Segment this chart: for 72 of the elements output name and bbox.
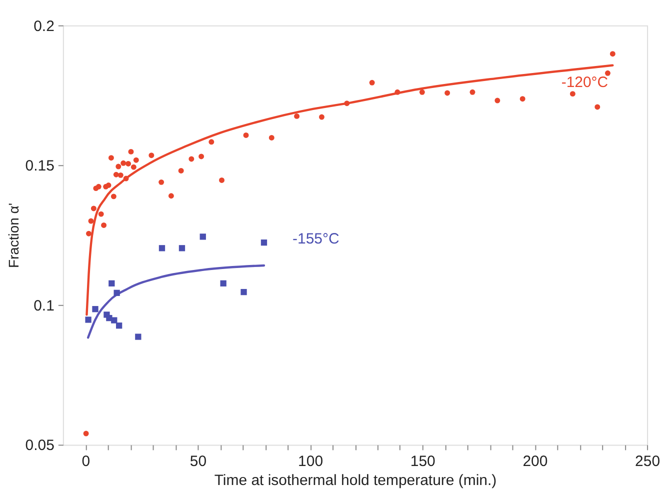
x-tick-label: 0 [82, 453, 90, 470]
point [110, 194, 116, 200]
point [108, 280, 115, 286]
point [116, 164, 122, 170]
x-axis-title: Time at isothermal hold temperature (min.) [214, 472, 497, 490]
point [419, 89, 425, 95]
point [610, 51, 616, 57]
point [198, 154, 204, 160]
y-axis-title: Fraction α' [5, 202, 22, 268]
point [243, 132, 249, 138]
point [494, 98, 500, 104]
point [369, 80, 375, 86]
point [178, 245, 186, 252]
point [260, 239, 268, 246]
x-tick-label: 200 [522, 453, 548, 470]
point [126, 160, 132, 166]
point [116, 322, 122, 329]
series-label: -155°C [292, 230, 340, 248]
point [98, 211, 104, 217]
point [268, 134, 274, 140]
point [344, 100, 350, 106]
point [106, 182, 112, 188]
point [444, 90, 450, 96]
point [208, 139, 214, 145]
y-tick-label: 0.1 [34, 297, 54, 314]
point [158, 245, 166, 252]
x-tick-label: 250 [635, 453, 660, 470]
point [178, 168, 184, 174]
point [86, 230, 92, 236]
point [168, 193, 174, 199]
point [111, 317, 118, 324]
point [470, 89, 476, 95]
point [113, 172, 119, 178]
point [240, 288, 247, 296]
point [294, 113, 300, 119]
point [123, 176, 129, 182]
point [520, 96, 526, 102]
point [133, 157, 139, 163]
point [188, 156, 194, 162]
point [158, 179, 164, 185]
point [220, 280, 226, 286]
point [88, 218, 94, 224]
point [120, 160, 126, 166]
point [85, 316, 92, 323]
point [200, 234, 206, 240]
point [394, 89, 400, 95]
point [108, 155, 114, 161]
point [118, 172, 124, 178]
point [96, 184, 102, 190]
point [83, 430, 89, 436]
point [130, 164, 136, 170]
line-series [86, 64, 614, 316]
x-tick-label: 100 [298, 453, 324, 470]
y-tick-label: 0.05 [25, 437, 54, 454]
y-tick-label: 0.2 [34, 18, 54, 35]
point [219, 177, 224, 183]
point [92, 306, 98, 312]
point [101, 222, 107, 228]
point [594, 104, 600, 110]
line-series [86, 264, 266, 339]
point [570, 91, 576, 97]
x-tick-label: 150 [410, 453, 436, 470]
point [90, 206, 96, 212]
point [148, 152, 154, 158]
point [128, 148, 134, 154]
point [114, 290, 120, 296]
series-label: -120°C [561, 74, 608, 91]
point [318, 114, 324, 120]
point [604, 70, 610, 76]
x-tick-label: 50 [190, 453, 207, 470]
point [135, 334, 142, 340]
y-tick-label: 0.15 [25, 158, 54, 175]
